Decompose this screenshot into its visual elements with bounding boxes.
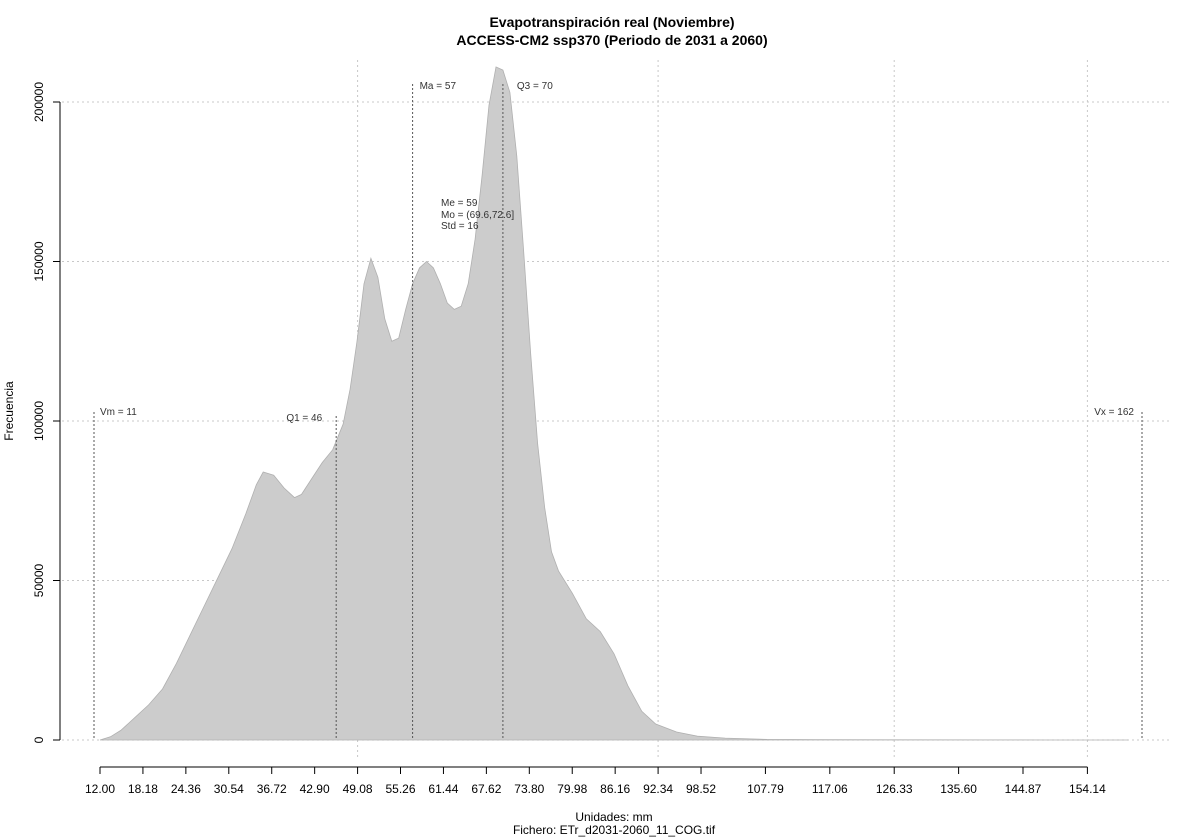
x-tick-label: 73.80 bbox=[514, 782, 544, 796]
chart-subtitle: ACCESS-CM2 ssp370 (Periodo de 2031 a 206… bbox=[456, 32, 767, 48]
x-tick-label: 86.16 bbox=[600, 782, 630, 796]
y-tick-label: 50000 bbox=[32, 563, 46, 597]
y-tick-label: 100000 bbox=[32, 401, 46, 441]
x-tick-label: 49.08 bbox=[343, 782, 373, 796]
stat-mode: Mo = (69.6,72.6] bbox=[441, 210, 514, 221]
x-tick-label: 36.72 bbox=[257, 782, 287, 796]
x-tick-label: 55.26 bbox=[385, 782, 415, 796]
x-tick-label: 144.87 bbox=[1005, 782, 1042, 796]
density-area bbox=[99, 66, 1129, 741]
x-tick-label: 61.44 bbox=[428, 782, 458, 796]
x-tick-label: 79.98 bbox=[557, 782, 587, 796]
marker-label-q1: Q1 = 46 bbox=[286, 413, 322, 424]
x-tick-label: 154.14 bbox=[1069, 782, 1106, 796]
x-axis: 12.00 18.18 24.36 30.54 36.72 42.90 49.08 55.26… bbox=[85, 766, 1106, 796]
x-tick-label: 67.62 bbox=[471, 782, 501, 796]
x-axis-label: Unidades: mm bbox=[575, 810, 652, 824]
y-axis-label: Frecuencia bbox=[2, 381, 16, 441]
stats-annotation: Me = 59 Mo = (69.6,72.6] Std = 16 bbox=[441, 198, 514, 232]
marker-label-vx: Vx = 162 bbox=[1094, 407, 1134, 418]
x-tick-label: 117.06 bbox=[812, 782, 848, 796]
x-tick-label: 126.33 bbox=[876, 782, 913, 796]
chart-title: Evapotranspiración real (Noviembre) bbox=[489, 14, 734, 30]
x-tick-label: 98.52 bbox=[686, 782, 716, 796]
stat-median: Me = 59 bbox=[441, 198, 478, 209]
x-tick-label: 12.00 bbox=[85, 782, 115, 796]
stat-std: Std = 16 bbox=[441, 221, 479, 232]
x-tick-label: 135.60 bbox=[940, 782, 977, 796]
y-tick-label: 0 bbox=[32, 736, 46, 743]
marker-label-ma: Ma = 57 bbox=[420, 81, 457, 92]
y-axis: 0 50000 100000 150000 200000 bbox=[32, 82, 61, 743]
x-tick-label: 24.36 bbox=[171, 782, 201, 796]
x-tick-label: 42.90 bbox=[300, 782, 330, 796]
y-tick-label: 150000 bbox=[32, 241, 46, 281]
marker-label-vm: Vm = 11 bbox=[100, 407, 137, 418]
marker-label-q3: Q3 = 70 bbox=[517, 81, 553, 92]
y-tick-label: 200000 bbox=[32, 82, 46, 122]
x-tick-label: 107.79 bbox=[747, 782, 784, 796]
x-tick-label: 92.34 bbox=[643, 782, 673, 796]
marker-lines: Vm = 11 Q1 = 46 Ma = 57 Q3 = 70 Vx = 162 bbox=[93, 81, 1143, 740]
x-tick-label: 30.54 bbox=[214, 782, 244, 796]
x-tick-label: 18.18 bbox=[128, 782, 158, 796]
file-label: Fichero: ETr_d2031-2060_11_COG.tif bbox=[513, 823, 716, 837]
